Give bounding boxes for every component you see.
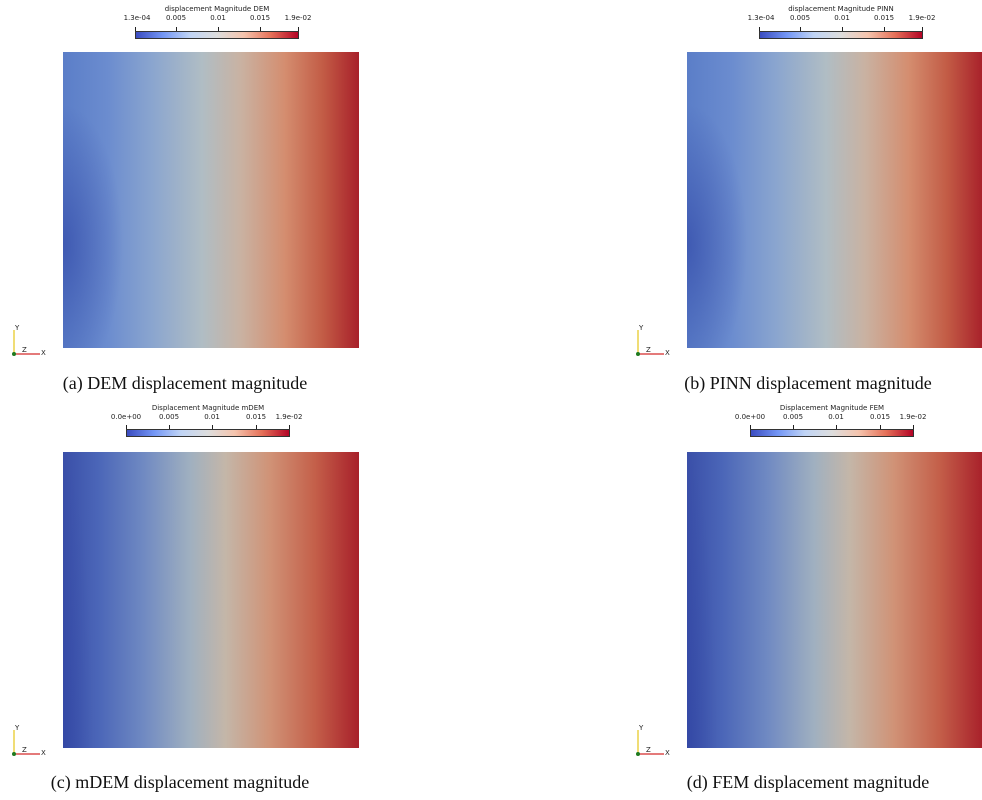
colorbar <box>126 429 290 437</box>
axis-z-label: Z <box>22 346 27 354</box>
colorbar-label: 0.0e+00 <box>110 413 142 421</box>
colorbar-label: 0.015 <box>873 14 895 22</box>
colorbar-label: 1.3e-04 <box>747 14 775 22</box>
colorbar-label: 0.015 <box>249 14 271 22</box>
colorbar-tick <box>289 425 290 429</box>
axis-x-label: X <box>665 749 670 757</box>
colorbar-tick <box>800 27 801 31</box>
colorbar-tick <box>922 27 923 31</box>
colorbar-tick <box>260 27 261 31</box>
colorbar-label: 1.9e-02 <box>908 14 936 22</box>
colorbar <box>750 429 914 437</box>
panel-dem: displacement Magnitude DEM 1.3e-04 0.005… <box>0 0 491 400</box>
colorbar-label: 0.01 <box>828 413 844 421</box>
colorbar <box>135 31 299 39</box>
colorbar-label: 0.005 <box>782 413 804 421</box>
colorbar-label: 1.9e-02 <box>275 413 303 421</box>
colorbar-label: 0.01 <box>834 14 850 22</box>
colorbar-label: 0.005 <box>158 413 180 421</box>
axis-x-label: X <box>665 349 670 357</box>
colorbar-label: 0.015 <box>245 413 267 421</box>
orientation-axes: Y Z X <box>12 324 46 357</box>
colorbar-label: 0.01 <box>210 14 226 22</box>
colorbar-title: displacement Magnitude DEM <box>164 5 270 13</box>
colorbar-tick <box>759 27 760 31</box>
axis-y-label: Y <box>638 324 644 332</box>
axis-z-label: Z <box>22 746 27 754</box>
colorbar <box>759 31 923 39</box>
axis-y-label: Y <box>638 724 644 732</box>
colorbar-tick <box>836 425 837 429</box>
axis-z-label: Z <box>646 746 651 754</box>
colorbar-tick <box>750 425 751 429</box>
colorbar-label: 0.005 <box>789 14 811 22</box>
colorbar-title: Displacement Magnitude FEM <box>779 404 885 412</box>
colorbar-tick <box>256 425 257 429</box>
colorbar-title: Displacement Magnitude mDEM <box>151 404 265 412</box>
orientation-axes: Y Z X <box>636 324 670 357</box>
caption-fem: (d) FEM displacement magnitude <box>686 772 930 792</box>
displacement-field-pinn <box>687 52 982 348</box>
displacement-field-mdem <box>63 452 359 748</box>
panel-mdem: Displacement Magnitude mDEM 0.0e+00 0.00… <box>0 400 491 800</box>
colorbar-tick <box>880 425 881 429</box>
colorbar-label: 0.015 <box>869 413 891 421</box>
panel-fem: Displacement Magnitude FEM 0.0e+00 0.005… <box>491 400 982 800</box>
colorbar-label: 0.01 <box>204 413 220 421</box>
axis-z-label: Z <box>646 346 651 354</box>
caption-dem: (a) DEM displacement magnitude <box>62 373 308 393</box>
axis-y-label: Y <box>14 724 20 732</box>
colorbar-tick <box>884 27 885 31</box>
colorbar-label: 1.9e-02 <box>284 14 312 22</box>
displacement-field-fem <box>687 452 982 748</box>
colorbar-tick <box>793 425 794 429</box>
axis-y-label: Y <box>14 324 20 332</box>
colorbar-label: 1.3e-04 <box>123 14 151 22</box>
colorbar-tick <box>218 27 219 31</box>
orientation-axes: Y Z X <box>636 724 670 757</box>
orientation-axes: Y Z X <box>12 724 46 757</box>
colorbar-tick <box>842 27 843 31</box>
displacement-field-dem <box>63 52 359 348</box>
axis-x-label: X <box>41 349 46 357</box>
colorbar-tick <box>126 425 127 429</box>
colorbar-title: displacement Magnitude PINN <box>788 5 894 13</box>
colorbar-label: 1.9e-02 <box>899 413 927 421</box>
colorbar-tick <box>298 27 299 31</box>
colorbar-tick <box>913 425 914 429</box>
panel-pinn: displacement Magnitude PINN 1.3e-04 0.00… <box>491 0 982 400</box>
colorbar-tick <box>176 27 177 31</box>
colorbar-tick <box>169 425 170 429</box>
caption-mdem: (c) mDEM displacement magnitude <box>50 772 310 792</box>
caption-pinn: (b) PINN displacement magnitude <box>684 373 932 393</box>
colorbar-label: 0.005 <box>165 14 187 22</box>
colorbar-tick <box>212 425 213 429</box>
colorbar-tick <box>135 27 136 31</box>
colorbar-label: 0.0e+00 <box>734 413 766 421</box>
axis-x-label: X <box>41 749 46 757</box>
